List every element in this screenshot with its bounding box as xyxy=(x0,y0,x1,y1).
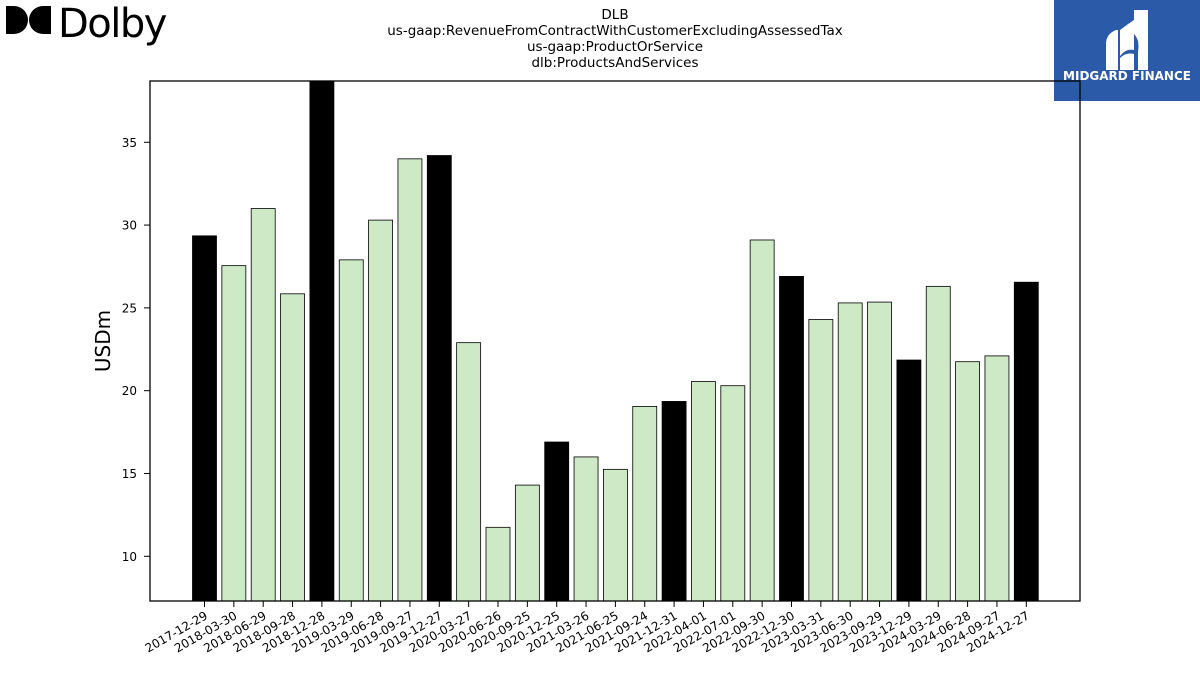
midgard-logo-text: MIDGARD FINANCE xyxy=(1063,69,1191,83)
chart-title-line: us-gaap:RevenueFromContractWithCustomerE… xyxy=(387,23,843,39)
bar-2021-12-31 xyxy=(661,401,687,602)
bar-2018-12-28 xyxy=(309,80,335,602)
y-tick-label: 35 xyxy=(122,136,137,150)
bar-2022-12-30 xyxy=(779,276,804,602)
y-tick-label: 15 xyxy=(122,467,137,481)
bar-2022-09-30 xyxy=(749,239,775,602)
bar-2020-06-26 xyxy=(485,526,511,602)
bar-2022-04-01 xyxy=(691,381,716,602)
bar-2019-09-27 xyxy=(397,158,423,602)
bar-2020-09-25 xyxy=(514,484,540,602)
bar-2020-12-25 xyxy=(544,441,570,602)
bar-2023-09-29 xyxy=(867,301,892,602)
chart-title: DLB us-gaap:RevenueFromContractWithCusto… xyxy=(315,7,915,71)
bar-2024-06-28 xyxy=(955,361,980,602)
y-axis: 10 15 20 25 30 35 xyxy=(122,136,150,564)
bar-2020-03-27 xyxy=(456,342,482,602)
midgard-m-icon xyxy=(1106,10,1148,70)
bar-2021-06-25 xyxy=(603,468,628,602)
bar-2019-06-28 xyxy=(368,219,394,602)
bar-2019-03-29 xyxy=(338,259,364,602)
bar-2024-12-27 xyxy=(1013,281,1039,602)
bars-group xyxy=(192,80,1039,602)
bar-2018-03-30 xyxy=(221,265,247,602)
midgard-finance-logo: MIDGARD FINANCE xyxy=(1054,0,1200,101)
bar-2018-06-29 xyxy=(250,208,276,602)
y-tick-label: 30 xyxy=(122,219,137,233)
y-tick-label: 10 xyxy=(122,550,137,564)
chart-title-line: us-gaap:ProductOrService xyxy=(526,39,704,55)
bar-2024-03-29 xyxy=(925,285,951,602)
bar-2023-06-30 xyxy=(837,302,863,602)
x-axis: 2017-12-292018-03-302018-06-292018-09-28… xyxy=(143,601,1032,655)
dolby-logo: Dolby xyxy=(6,2,168,46)
bar-2023-03-31 xyxy=(808,319,834,602)
midgard-logo-background xyxy=(1054,0,1200,101)
chart-title-line: DLB xyxy=(601,7,629,23)
chart-title-line: dlb:ProductsAndServices xyxy=(531,55,699,71)
bar-2021-03-26 xyxy=(573,456,599,602)
bar-2019-12-27 xyxy=(426,155,452,602)
bar-2022-07-01 xyxy=(720,385,746,602)
dolby-double-d-icon xyxy=(6,6,51,34)
y-axis-label: USDm xyxy=(91,310,115,372)
bar-2021-09-24 xyxy=(632,406,658,602)
bar-2023-12-29 xyxy=(896,359,922,602)
y-tick-label: 25 xyxy=(122,301,137,315)
bar-2024-09-27 xyxy=(984,355,1010,602)
bar-2017-12-29 xyxy=(192,235,217,602)
bar-2018-09-28 xyxy=(280,293,305,602)
dolby-logo-text: Dolby xyxy=(58,2,167,46)
y-tick-label: 20 xyxy=(122,384,137,398)
